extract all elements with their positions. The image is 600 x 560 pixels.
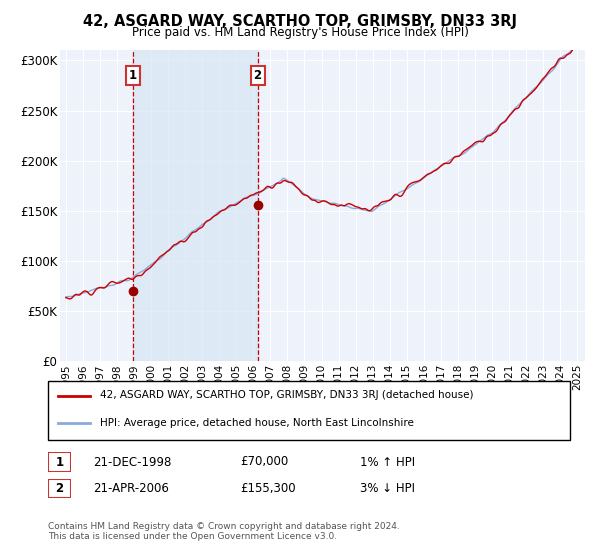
Text: £70,000: £70,000 [240,455,288,469]
Text: 21-DEC-1998: 21-DEC-1998 [93,455,172,469]
Text: 2: 2 [254,69,262,82]
Text: 1: 1 [128,69,137,82]
Text: £155,300: £155,300 [240,482,296,495]
Text: 3% ↓ HPI: 3% ↓ HPI [360,482,415,495]
Text: HPI: Average price, detached house, North East Lincolnshire: HPI: Average price, detached house, Nort… [100,418,414,428]
Text: 42, ASGARD WAY, SCARTHO TOP, GRIMSBY, DN33 3RJ: 42, ASGARD WAY, SCARTHO TOP, GRIMSBY, DN… [83,14,517,29]
Text: Contains HM Land Registry data © Crown copyright and database right 2024.
This d: Contains HM Land Registry data © Crown c… [48,522,400,542]
Text: 1% ↑ HPI: 1% ↑ HPI [360,455,415,469]
Text: 1: 1 [55,455,64,469]
Text: Price paid vs. HM Land Registry's House Price Index (HPI): Price paid vs. HM Land Registry's House … [131,26,469,39]
FancyBboxPatch shape [48,479,71,498]
FancyBboxPatch shape [48,381,570,440]
Text: 2: 2 [55,482,64,495]
Bar [133,50,257,361]
Text: 42, ASGARD WAY, SCARTHO TOP, GRIMSBY, DN33 3RJ (detached house): 42, ASGARD WAY, SCARTHO TOP, GRIMSBY, DN… [100,390,474,400]
FancyBboxPatch shape [48,452,71,472]
Text: 21-APR-2006: 21-APR-2006 [93,482,169,495]
